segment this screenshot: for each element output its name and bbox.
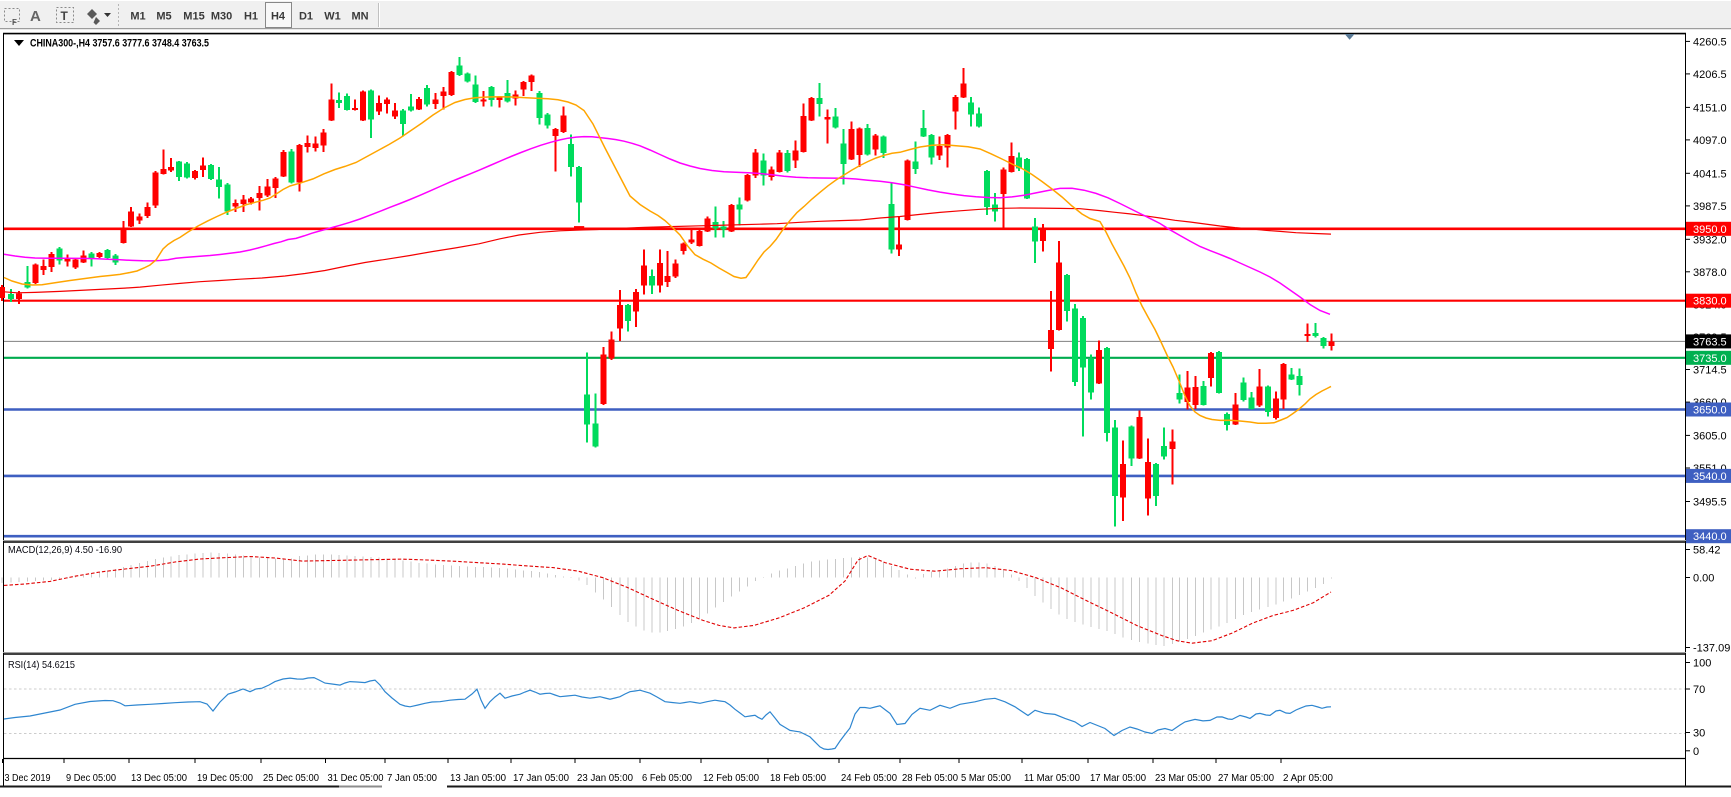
svg-text:0: 0 — [1693, 746, 1699, 758]
svg-text:7 Jan 05:00: 7 Jan 05:00 — [387, 773, 437, 784]
svg-text:13 Jan 05:00: 13 Jan 05:00 — [450, 773, 506, 784]
svg-text:M30: M30 — [211, 11, 232, 23]
svg-text:3932.0: 3932.0 — [1693, 234, 1727, 246]
svg-text:3 Dec 2019: 3 Dec 2019 — [5, 773, 51, 784]
svg-text:100: 100 — [1693, 658, 1711, 670]
svg-text:T: T — [61, 9, 69, 23]
svg-text:3878.0: 3878.0 — [1693, 267, 1727, 279]
svg-text:4260.5: 4260.5 — [1693, 36, 1727, 48]
svg-text:D1: D1 — [299, 11, 313, 23]
svg-text:CHINA300-,H4 3757.6 3777.6 37: CHINA300-,H4 3757.6 3777.6 3748.4 3763.5 — [30, 38, 209, 50]
svg-text:3950.0: 3950.0 — [1693, 224, 1727, 236]
svg-text:3735.0: 3735.0 — [1693, 353, 1727, 365]
svg-text:RSI(14) 54.6215: RSI(14) 54.6215 — [8, 659, 75, 671]
svg-text:F: F — [12, 18, 17, 27]
svg-text:27 Mar 05:00: 27 Mar 05:00 — [1218, 773, 1274, 784]
svg-text:4097.0: 4097.0 — [1693, 135, 1727, 147]
svg-text:31 Dec 05:00: 31 Dec 05:00 — [328, 773, 384, 784]
svg-text:3605.0: 3605.0 — [1693, 430, 1727, 442]
svg-text:-137.09: -137.09 — [1693, 643, 1730, 655]
svg-text:70: 70 — [1693, 684, 1705, 696]
svg-text:28 Feb 05:00: 28 Feb 05:00 — [902, 773, 958, 784]
svg-text:24 Feb 05:00: 24 Feb 05:00 — [841, 773, 897, 784]
svg-text:9 Dec 05:00: 9 Dec 05:00 — [66, 773, 116, 784]
svg-text:3440.0: 3440.0 — [1693, 531, 1727, 543]
svg-text:M15: M15 — [183, 11, 204, 23]
svg-text:3830.0: 3830.0 — [1693, 296, 1727, 308]
svg-text:M1: M1 — [130, 11, 145, 23]
svg-text:H1: H1 — [244, 11, 258, 23]
svg-text:17 Jan 05:00: 17 Jan 05:00 — [513, 773, 569, 784]
svg-text:5 Mar 05:00: 5 Mar 05:00 — [961, 773, 1011, 784]
svg-text:MACD(12,26,9) 4.50 -16.90: MACD(12,26,9) 4.50 -16.90 — [8, 544, 122, 556]
svg-text:3495.5: 3495.5 — [1693, 497, 1727, 509]
svg-text:18 Feb 05:00: 18 Feb 05:00 — [770, 773, 826, 784]
svg-text:H4: H4 — [271, 11, 286, 23]
svg-text:0.00: 0.00 — [1693, 573, 1714, 585]
svg-text:6 Feb 05:00: 6 Feb 05:00 — [642, 773, 692, 784]
svg-text:3763.5: 3763.5 — [1693, 336, 1727, 348]
svg-text:30: 30 — [1693, 728, 1705, 740]
svg-text:58.42: 58.42 — [1693, 545, 1721, 557]
svg-text:12 Feb 05:00: 12 Feb 05:00 — [703, 773, 759, 784]
svg-text:MN: MN — [351, 11, 368, 23]
svg-text:23 Jan 05:00: 23 Jan 05:00 — [577, 773, 633, 784]
svg-text:3540.0: 3540.0 — [1693, 471, 1727, 483]
svg-text:3650.0: 3650.0 — [1693, 405, 1727, 417]
svg-text:3714.5: 3714.5 — [1693, 365, 1727, 377]
svg-text:3987.5: 3987.5 — [1693, 201, 1727, 213]
svg-text:4041.5: 4041.5 — [1693, 168, 1727, 180]
svg-text:19 Dec 05:00: 19 Dec 05:00 — [197, 773, 253, 784]
svg-text:11 Mar 05:00: 11 Mar 05:00 — [1024, 773, 1080, 784]
svg-text:M5: M5 — [156, 11, 171, 23]
svg-text:4151.0: 4151.0 — [1693, 102, 1727, 114]
svg-text:4206.5: 4206.5 — [1693, 69, 1727, 81]
svg-text:2 Apr 05:00: 2 Apr 05:00 — [1283, 773, 1333, 784]
svg-text:25 Dec 05:00: 25 Dec 05:00 — [263, 773, 319, 784]
svg-text:W1: W1 — [324, 11, 341, 23]
svg-text:13 Dec 05:00: 13 Dec 05:00 — [131, 773, 187, 784]
svg-text:17 Mar 05:00: 17 Mar 05:00 — [1090, 773, 1146, 784]
svg-text:A: A — [30, 8, 41, 25]
svg-text:23 Mar 05:00: 23 Mar 05:00 — [1155, 773, 1211, 784]
